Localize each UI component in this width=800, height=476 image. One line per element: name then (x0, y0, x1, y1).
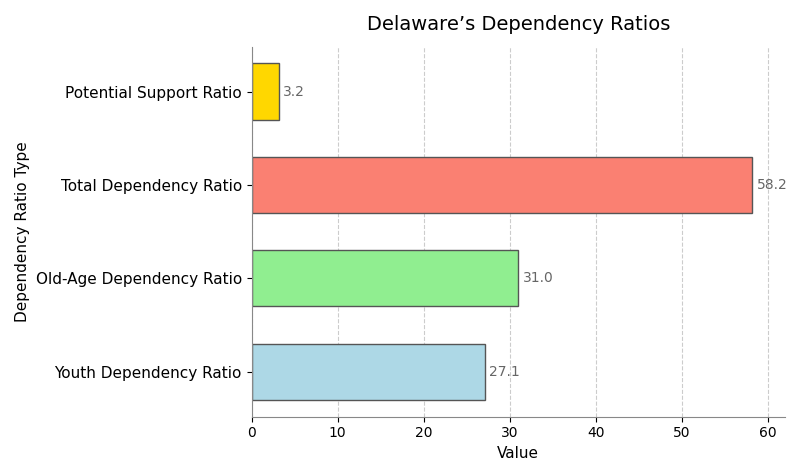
Bar (251, 63, 279, 119)
Bar (251, 344, 485, 400)
Text: 31.0: 31.0 (522, 271, 554, 286)
Text: 27.1: 27.1 (489, 365, 520, 379)
Text: 58.2: 58.2 (757, 178, 787, 192)
Bar (251, 250, 518, 307)
Y-axis label: Dependency Ratio Type: Dependency Ratio Type (15, 141, 30, 322)
Title: Delaware’s Dependency Ratios: Delaware’s Dependency Ratios (366, 15, 670, 34)
Text: 3.2: 3.2 (283, 85, 306, 99)
Bar (251, 157, 752, 213)
X-axis label: Value: Value (498, 446, 539, 461)
